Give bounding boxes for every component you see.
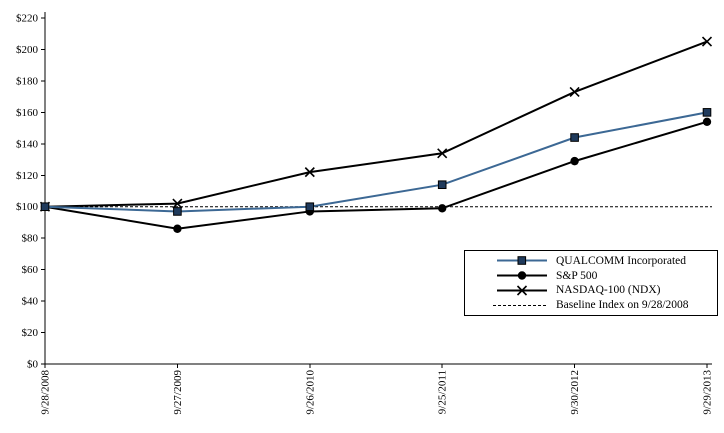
y-tick-label: $200 [16, 44, 39, 56]
qualcomm-line-swatch-icon [497, 256, 547, 266]
y-tick-label: $80 [22, 233, 39, 245]
y-tick-label: $0 [27, 359, 39, 371]
marker-square [173, 207, 182, 216]
nasdaq-line-swatch-icon [497, 285, 547, 296]
marker-circle [702, 117, 712, 127]
y-tick-label: $20 [22, 327, 39, 339]
marker-x [172, 198, 183, 209]
x-tick-label: 9/25/2011 [437, 370, 449, 414]
chart-legend: QUALCOMM Incorporated S&P 500 NASDAQ-100… [464, 250, 718, 316]
y-tick-label: $220 [16, 13, 39, 25]
legend-label-qualcomm: QUALCOMM Incorporated [556, 254, 686, 267]
legend-item-sp500: S&P 500 [491, 269, 713, 283]
legend-label-sp500: S&P 500 [556, 269, 598, 282]
marker-x [304, 167, 315, 178]
series-line-qualcomm-incorporated [44, 111, 708, 213]
marker-circle [438, 204, 447, 213]
marker-x [569, 86, 580, 97]
marker-square [305, 202, 315, 212]
y-tick-label: $160 [16, 107, 39, 119]
y-tick-label: $180 [16, 75, 39, 87]
baseline-dashed-swatch-icon [493, 304, 547, 306]
legend-item-baseline: Baseline Index on 9/28/2008 [491, 298, 713, 312]
marker-x [701, 36, 713, 47]
y-tick-label: $100 [16, 201, 39, 213]
legend-item-qualcomm: QUALCOMM Incorporated [491, 254, 713, 268]
y-tick-label: $40 [22, 296, 39, 308]
marker-square [40, 202, 50, 212]
x-tick-label: 9/28/2008 [40, 370, 52, 415]
sp500-line-swatch-icon [497, 271, 547, 280]
legend-item-nasdaq: NASDAQ-100 (NDX) [491, 283, 713, 297]
series-line-nasdaq-100-ndx [44, 40, 708, 208]
marker-x [437, 148, 448, 159]
x-tick-label: 9/26/2010 [304, 370, 316, 415]
y-tick-label: $120 [16, 170, 39, 182]
marker-circle [570, 156, 579, 166]
series-line-s-p-500 [44, 120, 708, 230]
y-tick-label: $60 [22, 264, 39, 276]
marker-square [437, 180, 447, 190]
marker-square [702, 108, 712, 117]
marker-circle [173, 224, 182, 233]
x-tick-label: 9/27/2009 [172, 370, 184, 415]
y-tick-label: $140 [16, 138, 39, 150]
x-tick-label: 9/30/2012 [569, 370, 581, 415]
x-tick-label: 9/29/2013 [702, 370, 714, 415]
legend-label-nasdaq: NASDAQ-100 (NDX) [556, 284, 661, 297]
marker-square [570, 133, 579, 142]
legend-label-baseline: Baseline Index on 9/28/2008 [556, 299, 689, 312]
